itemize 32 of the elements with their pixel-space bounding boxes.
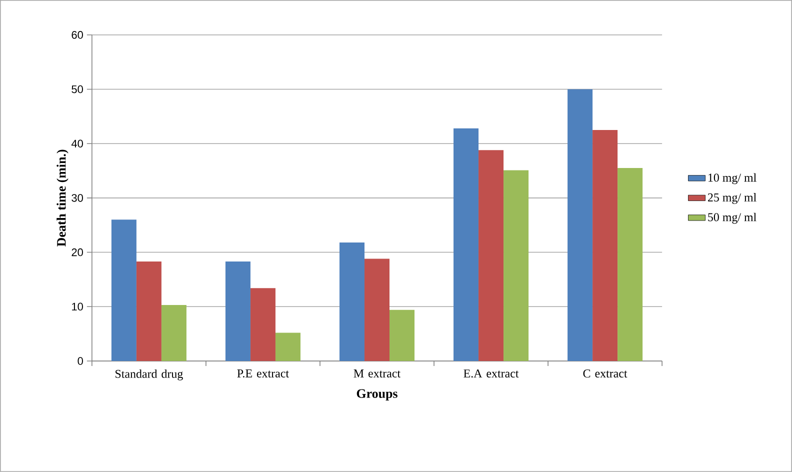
legend-label: 25 mg/ ml: [708, 193, 756, 204]
y-tick-label: 50: [72, 85, 83, 94]
bar: [568, 89, 593, 362]
bar: [364, 258, 390, 362]
y-tick-label: 60: [72, 31, 83, 39]
x-tick-label: P.E extract: [237, 370, 289, 378]
y-tick-label: 10: [72, 302, 83, 311]
bar: [225, 262, 250, 362]
bar: [504, 170, 529, 362]
bar: [275, 332, 300, 362]
bar: [478, 150, 504, 362]
bar: [390, 310, 415, 362]
y-tick-label: 30: [72, 194, 83, 202]
bar: [454, 128, 479, 362]
y-axis-title: Death time (min.): [56, 150, 68, 246]
x-tick-label: E.A extract: [464, 370, 519, 378]
bar: [136, 262, 162, 362]
bar: [618, 168, 643, 362]
y-tick-label: 40: [71, 140, 83, 148]
bar: [111, 220, 136, 362]
bar: [161, 305, 186, 362]
y-tick-label: 0: [78, 357, 83, 365]
bar: [250, 288, 276, 362]
x-tick-label: M extract: [354, 370, 400, 378]
bar: [339, 242, 364, 362]
legend-label: 50 mg/ ml: [708, 212, 756, 224]
legend-label: 10 mg/ ml: [708, 173, 756, 184]
x-axis-title: Groups: [356, 389, 398, 401]
bar: [592, 130, 618, 362]
x-tick-label: Standard drug: [116, 370, 183, 380]
y-tick-label: 20: [72, 248, 83, 256]
x-tick-label: C extract: [583, 370, 628, 378]
